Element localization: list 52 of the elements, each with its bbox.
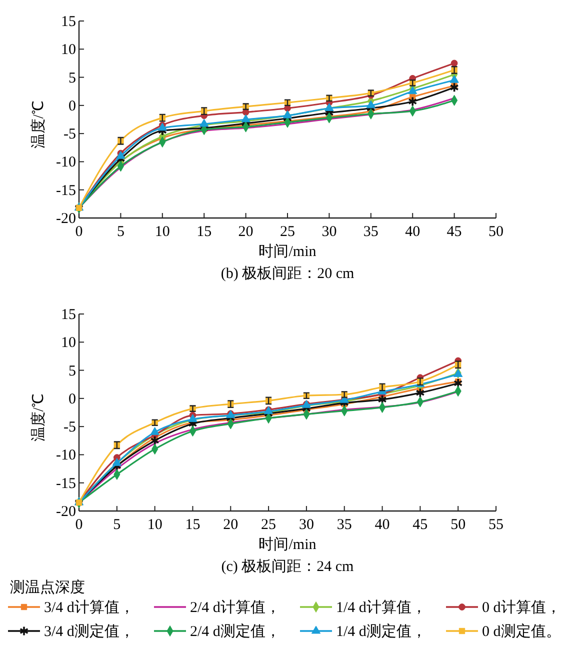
y-tick-label: 0 <box>68 98 76 114</box>
y-tick-label: 15 <box>61 14 76 30</box>
x-tick-label: 5 <box>113 517 121 533</box>
y-tick-label: -20 <box>56 504 76 520</box>
x-tick-label: 45 <box>446 224 462 240</box>
y-tick-label: -10 <box>56 448 76 464</box>
legend-label: 2/4 d计算值， <box>190 599 280 616</box>
x-tick-label: 30 <box>298 517 314 533</box>
x-tick-label: 40 <box>405 224 420 240</box>
y-tick-label: -5 <box>64 126 76 143</box>
x-axis-title: 时间/min <box>258 536 317 553</box>
y-axis-title: 温度/℃ <box>30 393 47 442</box>
x-tick-label: 35 <box>336 517 352 533</box>
legend-label: 2/4 d测定值， <box>190 623 280 640</box>
x-tick-label: 10 <box>147 517 162 533</box>
y-tick-label: 15 <box>61 307 76 323</box>
y-tick-label: 10 <box>61 42 76 58</box>
x-tick-label: 50 <box>488 224 504 240</box>
legend-label: 1/4 d测定值， <box>336 623 426 640</box>
y-tick-label: -15 <box>56 182 76 199</box>
x-tick-label: 55 <box>488 517 504 533</box>
y-tick-label: 5 <box>68 70 76 86</box>
y-tick-label: -15 <box>56 476 76 492</box>
x-tick-label: 15 <box>185 517 200 533</box>
x-tick-label: 20 <box>223 517 238 533</box>
x-tick-label: 15 <box>196 224 212 240</box>
legend-label: 3/4 d测定值， <box>44 623 134 640</box>
legend-label: 3/4 d计算值， <box>44 599 134 616</box>
legend-label: 0 d计算值， <box>482 599 561 616</box>
x-tick-label: 50 <box>450 517 466 533</box>
y-tick-label: 5 <box>68 363 76 380</box>
text: (b) 极板间距：20 cm <box>220 265 354 282</box>
x-tick-label: 35 <box>363 224 378 240</box>
legend-label: 1/4 d计算值， <box>336 599 426 616</box>
x-tick-label: 25 <box>280 224 295 240</box>
x-tick-label: 10 <box>154 224 170 240</box>
y-tick-label: -5 <box>64 420 76 436</box>
x-tick-label: 45 <box>412 517 428 533</box>
x-tick-label: 20 <box>238 224 254 240</box>
legend-title: 测温点深度 <box>10 579 85 596</box>
x-tick-label: 5 <box>116 224 124 240</box>
y-tick-label: -20 <box>56 211 76 227</box>
x-tick-label: 40 <box>374 517 390 533</box>
y-tick-label: 0 <box>68 391 76 408</box>
x-tick-label: 25 <box>261 517 276 533</box>
y-axis-title: 温度/℃ <box>30 100 47 149</box>
legend-label: 0 d测定值。 <box>482 623 561 640</box>
y-tick-label: 10 <box>61 335 76 352</box>
text: (c) 极板间距：24 cm <box>221 558 354 575</box>
x-axis-title: 时间/min <box>258 243 317 260</box>
y-tick-label: -10 <box>56 154 76 171</box>
x-tick-label: 30 <box>322 224 337 240</box>
